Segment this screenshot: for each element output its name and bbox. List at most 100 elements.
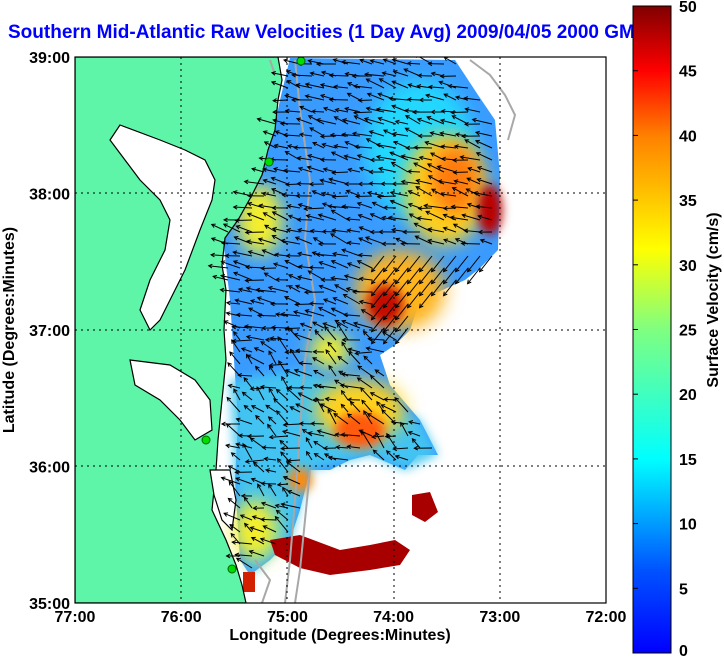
velocity-vector	[341, 320, 361, 329]
velocity-vector	[322, 143, 337, 149]
vector-arrowhead	[297, 392, 303, 397]
chesapeake-bay	[109, 124, 216, 332]
vector-arrowhead	[232, 204, 238, 210]
vector-arrowhead	[286, 204, 292, 209]
velocity-vector	[347, 262, 361, 269]
velocity-vector	[251, 537, 265, 545]
velocity-vector	[271, 72, 289, 77]
vector-arrowhead	[225, 300, 231, 306]
vector-arrowhead	[251, 167, 257, 172]
vector-arrowhead	[219, 273, 225, 279]
velocity-vector	[264, 224, 277, 233]
velocity-vector	[333, 413, 349, 425]
vector-arrowhead	[297, 166, 303, 172]
vector-arrowhead	[263, 141, 269, 146]
velocity-vector	[451, 115, 469, 125]
vector-arrowhead	[309, 127, 315, 132]
vector-arrowhead	[310, 421, 316, 426]
vector-arrowhead	[394, 303, 400, 309]
velocity-vector	[395, 303, 409, 320]
vector-arrowhead	[389, 199, 395, 205]
vector-arrowhead	[414, 235, 420, 240]
velocity-vector	[359, 226, 373, 233]
vector-arrowhead	[291, 72, 296, 78]
vector-arrowhead	[315, 252, 321, 257]
vector-arrowhead	[312, 349, 318, 355]
velocity-vector	[275, 504, 289, 509]
vector-arrowhead	[315, 118, 321, 123]
vector-arrowhead	[467, 166, 473, 172]
vector-arrowhead	[267, 423, 272, 429]
velocity-vector	[419, 156, 433, 161]
velocity-vector	[260, 386, 277, 389]
velocity-vector	[334, 284, 349, 293]
vector-arrowhead	[352, 110, 358, 116]
velocity-vector	[246, 354, 265, 365]
vector-arrowhead	[249, 437, 255, 443]
vector-arrowhead	[243, 522, 249, 528]
velocity-vector	[306, 451, 313, 461]
velocity-vector	[342, 119, 361, 125]
vector-arrowhead	[297, 275, 303, 280]
vector-arrowhead	[284, 108, 290, 114]
velocity-vector	[261, 267, 277, 270]
velocity-vector	[286, 229, 301, 233]
vector-arrowhead	[357, 365, 363, 370]
vector-arrowhead	[341, 319, 347, 325]
vector-arrowhead	[229, 351, 234, 357]
velocity-vector	[319, 261, 337, 269]
vector-arrowhead	[466, 279, 472, 285]
velocity-vector	[308, 60, 325, 65]
vector-arrowhead	[356, 377, 362, 382]
vector-arrowhead	[224, 253, 230, 259]
x-axis-label: Longitude (Degrees:Minutes)	[229, 627, 450, 644]
vector-arrowhead	[268, 434, 274, 440]
velocity-vector	[226, 302, 241, 305]
velocity-vector	[348, 351, 361, 365]
vector-arrowhead	[321, 142, 327, 148]
vector-arrowhead	[453, 179, 459, 184]
velocity-vector	[441, 110, 457, 113]
velocity-vector	[240, 514, 253, 521]
vector-arrowhead	[255, 287, 261, 293]
vector-arrowhead	[270, 325, 276, 330]
velocity-vector	[360, 387, 373, 401]
velocity-vector	[306, 214, 325, 221]
velocity-vector	[356, 195, 373, 198]
vector-arrowhead	[277, 336, 282, 341]
vector-arrowhead	[319, 94, 325, 99]
velocity-vector	[310, 230, 325, 233]
vector-arrowhead	[359, 58, 365, 64]
velocity-vector	[320, 179, 337, 185]
vector-arrowhead	[430, 71, 436, 77]
velocity-vector	[408, 84, 421, 89]
vector-arrowhead	[354, 194, 360, 199]
velocity-vector	[260, 341, 277, 353]
vector-arrowhead	[442, 291, 448, 297]
y-tick-label: 37:00	[29, 323, 70, 340]
velocity-vector	[371, 291, 385, 308]
velocity-vector	[329, 74, 349, 77]
velocity-vector	[383, 279, 397, 296]
vector-arrowhead	[312, 321, 318, 326]
vector-arrowhead	[413, 222, 419, 227]
vector-arrowhead	[256, 296, 262, 301]
velocity-vector	[228, 498, 241, 509]
velocity-vector	[236, 314, 253, 317]
vector-arrowhead	[237, 372, 243, 378]
velocity-vector	[416, 179, 433, 185]
vector-arrowhead	[442, 206, 448, 211]
vector-arrowhead	[260, 341, 266, 346]
vector-arrowhead	[235, 477, 241, 482]
vector-arrowhead	[385, 450, 391, 455]
vector-arrowhead	[253, 347, 259, 352]
velocity-vector	[289, 406, 301, 413]
velocity-vector	[341, 373, 361, 377]
vector-arrowhead	[375, 142, 381, 148]
velocity-vector	[238, 288, 253, 293]
vector-arrowhead	[325, 349, 330, 355]
velocity-vector	[235, 477, 253, 485]
velocity-vector	[263, 179, 277, 185]
velocity-vector	[369, 130, 385, 137]
vector-arrowhead	[400, 241, 406, 247]
